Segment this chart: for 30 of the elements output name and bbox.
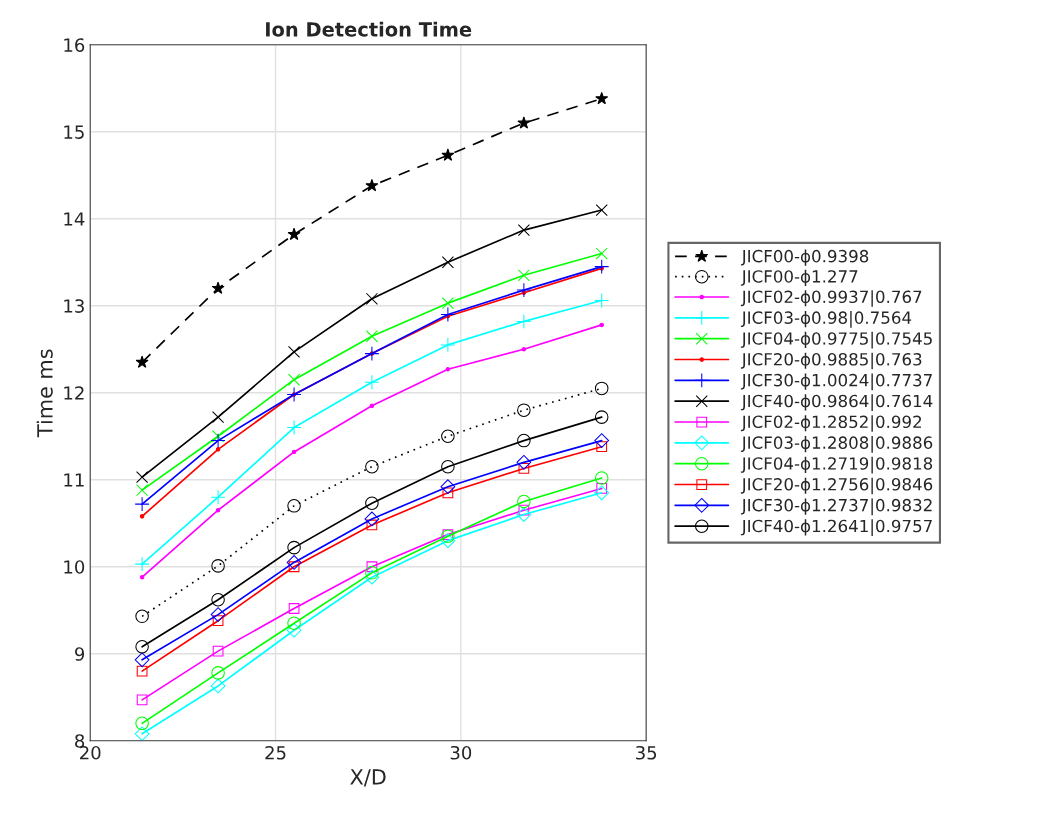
- legend-label: JICF30-ϕ1.2737|0.9832: [740, 498, 932, 516]
- legend-label: JICF40-ϕ0.9864|0.7614: [740, 394, 933, 411]
- x-tick-label: 30: [450, 745, 472, 760]
- legend-label: JICF03-ϕ1.2808|0.9886: [740, 435, 933, 453]
- x-tick-label: 25: [265, 745, 286, 760]
- legend-label: JICF02-ϕ1.2852|0.992: [740, 415, 921, 432]
- y-axis-title: Time ms: [36, 349, 53, 438]
- legend-label: JICF20-ϕ0.9885|0.763: [740, 352, 922, 370]
- legend-label: JICF02-ϕ0.9937|0.767: [740, 290, 922, 307]
- legend-label: JICF03-ϕ0.98|0.7564: [740, 310, 912, 328]
- y-tick-label: 14: [64, 212, 85, 226]
- legend-label: JICF00-ϕ0.9398: [740, 249, 869, 266]
- legend-label: JICF04-ϕ0.9775|0.7545: [740, 331, 932, 349]
- legend-label: JICF30-ϕ1.0024|0.7737: [740, 373, 932, 391]
- y-tick-label: 15: [64, 125, 84, 139]
- legend-label: JICF04-ϕ1.2719|0.9818: [740, 456, 933, 474]
- x-tick-label: 20: [80, 745, 101, 760]
- x-axis-title: X/D: [350, 769, 386, 787]
- chart-title: Ion Detection Time: [266, 21, 472, 37]
- y-tick-label: 11: [64, 473, 84, 487]
- legend-label: JICF20-ϕ1.2756|0.9846: [740, 477, 933, 495]
- y-tick-label: 12: [64, 386, 84, 400]
- y-tick-label: 8: [75, 734, 85, 748]
- x-tick-label: 35: [636, 745, 657, 760]
- legend-label: JICF00-ϕ1.277: [740, 269, 858, 286]
- y-tick-label: 9: [75, 647, 85, 661]
- y-tick-label: 16: [64, 38, 85, 52]
- y-tick-label: 13: [64, 299, 84, 313]
- legend-label: JICF40-ϕ1.2641|0.9757: [740, 519, 932, 536]
- y-tick-label: 10: [64, 560, 85, 574]
